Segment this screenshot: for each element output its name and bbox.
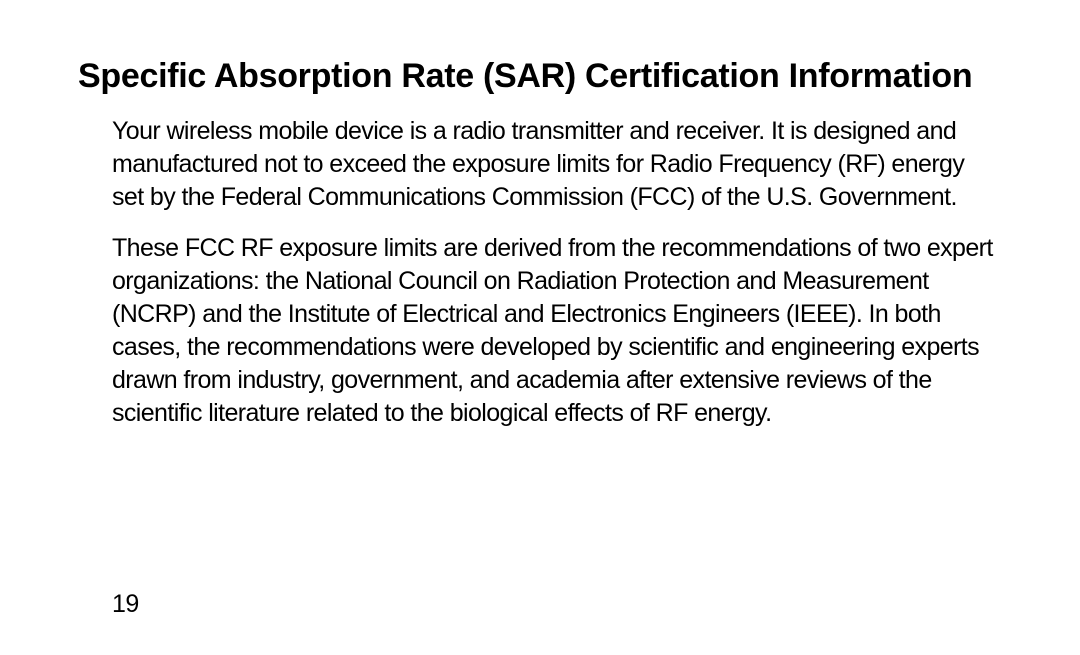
body-text: Your wireless mobile device is a radio t… [78,115,1002,430]
paragraph-1: Your wireless mobile device is a radio t… [112,115,1002,214]
paragraph-2: These FCC RF exposure limits are derived… [112,232,1002,430]
document-page: Specific Absorption Rate (SAR) Certifica… [0,0,1080,655]
section-heading: Specific Absorption Rate (SAR) Certifica… [78,56,1002,97]
page-number: 19 [112,590,139,619]
